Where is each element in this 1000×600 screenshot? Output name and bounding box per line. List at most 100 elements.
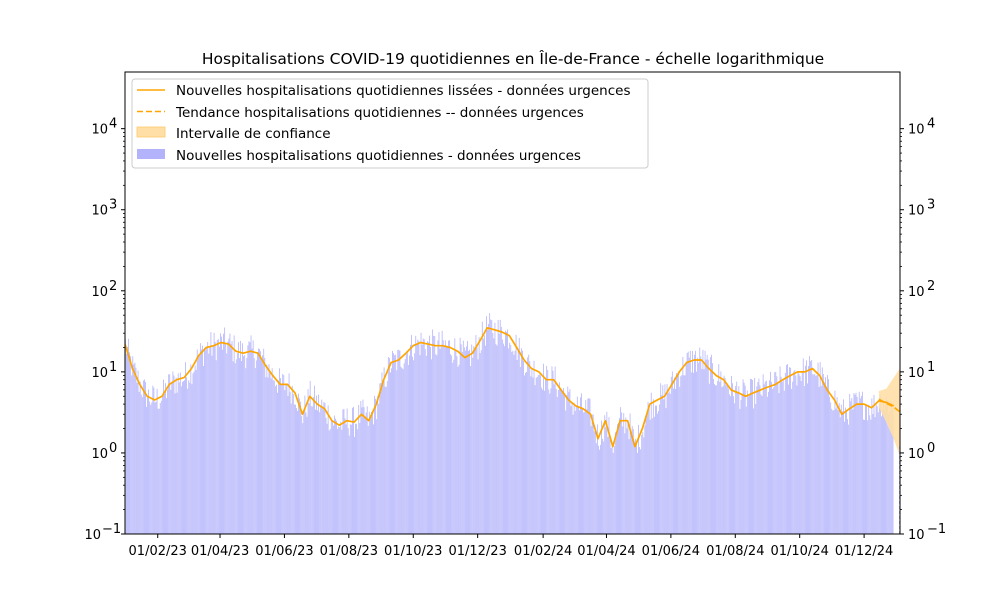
daily-bar <box>473 346 475 534</box>
y-tick-label-left-2: 10 <box>91 366 108 381</box>
daily-bar <box>354 436 355 534</box>
daily-bar <box>176 392 178 534</box>
daily-bar <box>605 427 607 534</box>
daily-bar <box>516 359 518 534</box>
daily-bar <box>831 408 833 534</box>
daily-bar <box>622 426 624 534</box>
daily-bar <box>357 429 359 534</box>
daily-bar <box>785 364 787 534</box>
daily-bar <box>724 378 726 534</box>
x-tick-label-8: 01/06/24 <box>642 544 700 559</box>
y-tick-label-right-3: 10 <box>908 285 925 300</box>
daily-bar <box>672 388 674 534</box>
daily-bar <box>138 391 140 534</box>
daily-bar <box>888 413 890 534</box>
daily-bar <box>418 341 420 534</box>
daily-bar <box>455 350 457 534</box>
legend-label-trend: Tendance hospitalisations quotidiennes -… <box>175 105 584 121</box>
daily-bar <box>464 350 466 534</box>
y-tick-exponent-right-4: 3 <box>927 198 935 213</box>
x-tick-label-11: 01/12/24 <box>835 544 893 559</box>
daily-bar <box>207 342 209 534</box>
daily-bar <box>136 382 138 534</box>
daily-bar <box>770 371 771 534</box>
daily-bar <box>378 403 380 534</box>
daily-bar <box>515 334 517 534</box>
daily-bar <box>675 389 676 534</box>
daily-bar <box>651 418 653 534</box>
daily-bar <box>664 384 666 534</box>
daily-bar <box>227 341 229 534</box>
y-tick-exponent-right-0: −1 <box>927 522 946 537</box>
daily-bar <box>628 439 630 534</box>
daily-bar <box>719 381 721 534</box>
daily-bar <box>245 368 247 534</box>
daily-bar <box>407 364 409 534</box>
daily-bar <box>835 408 837 534</box>
daily-bar <box>782 379 784 534</box>
daily-bar <box>229 333 231 534</box>
daily-bar <box>170 389 172 534</box>
daily-bar <box>130 356 132 534</box>
daily-bar <box>274 386 276 534</box>
daily-bar <box>425 355 427 534</box>
daily-bar <box>523 361 524 534</box>
x-tick-label-5: 01/12/23 <box>448 544 506 559</box>
daily-bar <box>684 375 686 534</box>
daily-bar <box>813 374 815 534</box>
daily-bar <box>280 378 281 534</box>
daily-bar <box>601 420 602 534</box>
daily-bar <box>421 344 423 534</box>
daily-bar <box>416 344 418 534</box>
daily-bar <box>299 398 301 534</box>
daily-bar <box>885 402 887 534</box>
daily-bar <box>300 401 302 534</box>
daily-bar <box>417 339 419 534</box>
daily-bar <box>809 356 810 534</box>
daily-bar <box>803 385 805 534</box>
daily-bar <box>179 372 181 534</box>
daily-bar <box>853 393 855 534</box>
daily-bar <box>415 335 417 534</box>
y-tick-exponent-right-3: 2 <box>927 279 935 294</box>
daily-bar <box>141 397 143 534</box>
daily-bar <box>374 395 375 534</box>
daily-bar <box>335 418 336 534</box>
daily-bar <box>600 444 601 534</box>
daily-bar <box>191 384 193 534</box>
daily-bar <box>150 404 152 534</box>
daily-bar <box>573 402 575 534</box>
daily-bar <box>451 355 453 534</box>
daily-bar <box>208 353 210 534</box>
daily-bar <box>822 374 824 534</box>
daily-bar <box>759 385 761 534</box>
daily-bar <box>747 396 749 534</box>
daily-bar <box>800 381 802 534</box>
daily-bar <box>603 441 605 534</box>
daily-bar <box>307 389 309 534</box>
daily-bar <box>278 380 279 534</box>
y-tick-exponent-left-4: 3 <box>109 198 117 213</box>
daily-bar <box>655 405 656 534</box>
daily-bar <box>859 398 861 534</box>
daily-bar <box>372 411 373 534</box>
daily-bar <box>728 394 730 534</box>
daily-bar <box>186 377 188 534</box>
daily-bar <box>258 348 259 534</box>
daily-bar <box>749 395 750 534</box>
daily-bar <box>156 388 158 534</box>
daily-bar <box>817 362 819 534</box>
daily-bar <box>804 365 806 534</box>
daily-bar <box>634 438 636 534</box>
daily-bar <box>512 350 514 534</box>
daily-bar <box>550 388 552 534</box>
daily-bar <box>426 341 428 534</box>
daily-bar <box>886 396 888 534</box>
daily-bar <box>159 403 161 534</box>
daily-bar <box>323 401 325 534</box>
x-tick-label-6: 01/02/24 <box>514 544 572 559</box>
daily-bar <box>386 381 388 534</box>
daily-bar <box>792 381 794 534</box>
daily-bar <box>529 361 531 534</box>
daily-bar <box>487 329 488 534</box>
